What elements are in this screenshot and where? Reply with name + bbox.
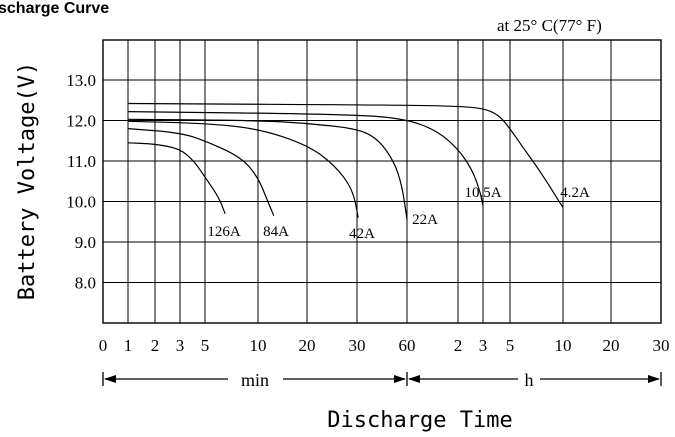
curve-10_5A [127,111,484,206]
curve-label: 126A [207,224,241,240]
x-tick-label: 1 [124,336,133,355]
curve-label: 22A [412,212,438,228]
curve-84A [127,128,275,216]
plot-frame [102,39,662,324]
curve-label: 10.5A [464,185,501,201]
y-tick-label: 11.0 [67,152,96,171]
x-tick-label: 3 [479,336,488,355]
x-tick-label: 60 [399,336,416,355]
x-tick-label: 20 [299,336,316,355]
curve-42A [127,120,359,218]
chart-title: scharge Curve [0,0,109,17]
y-tick-label: 9.0 [75,233,96,252]
grid [103,40,661,323]
x-segment-min-label: min [241,370,269,390]
y-tick-label: 10.0 [66,193,96,212]
x-axis-label: Discharge Time [327,408,512,433]
curve-22A [127,118,408,220]
temperature-condition: at 25° C(77° F) [497,16,602,35]
y-axis-label: Battery Voltage(V) [15,62,40,300]
x-ticks: 0 1 2 3 5 10 20 30 60 2 3 5 10 20 30 [99,336,670,355]
x-tick-label: 10 [555,336,572,355]
x-tick-label: 5 [201,336,210,355]
y-ticks: 13.0 12.0 11.0 10.0 9.0 8.0 [66,71,96,293]
x-tick-label: 2 [454,336,463,355]
y-tick-label: 13.0 [66,71,96,90]
x-tick-label: 30 [349,336,366,355]
x-tick-label: 0 [99,336,108,355]
x-tick-label: 5 [506,336,515,355]
x-tick-label: 2 [151,336,160,355]
curve-4_2A [127,102,564,208]
x-segment-brackets [102,372,662,386]
x-segment-h-label: h [525,370,534,390]
x-tick-label: 20 [603,336,620,355]
y-tick-label: 12.0 [66,112,96,131]
curve-label: 4.2A [560,185,590,201]
x-tick-label: 30 [653,336,670,355]
x-tick-label: 3 [176,336,185,355]
curve-label: 42A [349,226,375,242]
curve-126A [127,142,226,214]
x-tick-label: 10 [250,336,267,355]
y-tick-label: 8.0 [75,274,96,293]
curve-label: 84A [263,224,289,240]
curves: 126A 84A 42A 22A 10.5A 4.2A [127,102,590,242]
